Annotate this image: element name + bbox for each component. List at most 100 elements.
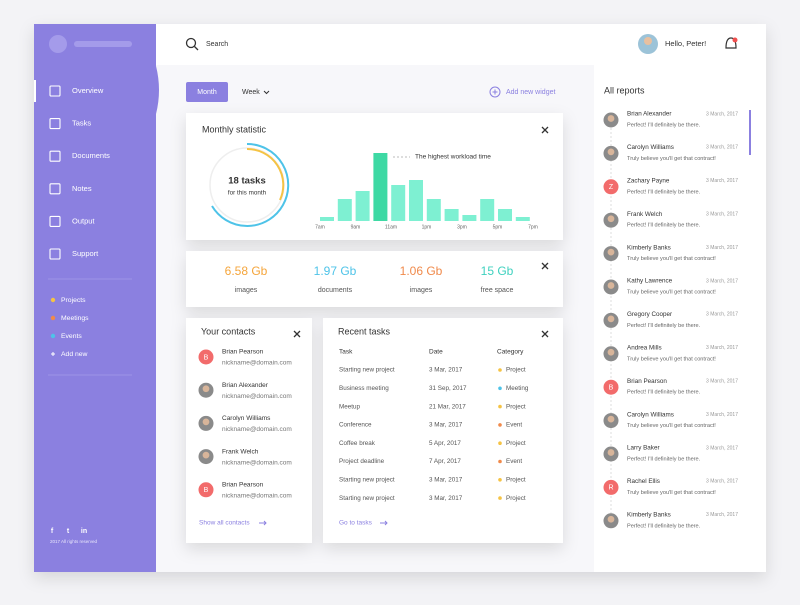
topbar <box>156 24 766 65</box>
report-name: Kimberly Banks <box>627 244 671 251</box>
copyright: 2017 All rights reserved <box>50 539 98 544</box>
search-icon[interactable] <box>185 37 197 49</box>
tab[interactable]: Month <box>197 89 217 96</box>
avatar-initial: R <box>608 485 613 492</box>
tab[interactable]: Week <box>242 89 260 96</box>
close-button[interactable] <box>541 262 549 270</box>
hour-label: 9am <box>351 224 361 230</box>
category-dot <box>498 368 502 372</box>
category-dot <box>498 496 502 500</box>
ring-arc <box>211 142 290 227</box>
add-tag[interactable]: Add new <box>61 351 88 358</box>
panel-title: All reports <box>604 85 645 95</box>
summary-label: for this month <box>228 190 267 197</box>
task-category: Project <box>506 440 526 447</box>
avatar <box>202 451 210 459</box>
brand-placeholder <box>74 41 132 47</box>
link[interactable]: Go to tasks <box>339 520 373 527</box>
avatar-initial: B <box>204 354 209 361</box>
task-category: Meeting <box>506 385 529 392</box>
bar <box>498 209 512 221</box>
avatar <box>607 348 615 356</box>
contact-name: Brian Pearson <box>222 349 264 356</box>
avatar <box>607 115 615 122</box>
report-name: Brian Pearson <box>627 378 667 385</box>
social-link[interactable]: in <box>81 528 87 535</box>
menu-item[interactable]: Overview <box>72 86 104 95</box>
avatar <box>607 415 615 423</box>
add-icon[interactable] <box>489 86 501 98</box>
notification-dot <box>732 37 738 43</box>
task-date: 3 Mar, 2017 <box>429 476 463 483</box>
avatar <box>607 449 615 456</box>
close-button[interactable] <box>541 126 549 134</box>
report-message: Perfect! I'll definitely be there. <box>627 323 701 329</box>
bar <box>426 199 441 221</box>
card-title: Your contacts <box>201 326 256 336</box>
contact-email: nickname@domain.com <box>222 459 292 466</box>
menu-item[interactable]: Documents <box>72 151 110 160</box>
category-dot <box>498 441 502 446</box>
bar <box>391 185 406 221</box>
task-name: Meetup <box>339 403 361 410</box>
task-date: 3 Mar, 2017 <box>429 495 463 502</box>
contact-name: Brian Alexander <box>222 382 269 389</box>
column-header: Date <box>429 349 443 356</box>
report-date: 3 March, 2017 <box>706 111 738 117</box>
search-input[interactable]: Search <box>206 41 228 48</box>
category-dot <box>498 423 502 427</box>
add-widget[interactable]: Add new widget <box>506 89 555 96</box>
add-icon <box>51 352 55 356</box>
report-date: 3 March, 2017 <box>706 345 738 351</box>
storage-label: images <box>235 287 258 294</box>
report-name: Zachary Payne <box>627 177 670 184</box>
tag-dot <box>50 315 56 321</box>
task-date: 31 Sep, 2017 <box>429 385 467 392</box>
report-date: 3 March, 2017 <box>706 379 738 385</box>
menu-item[interactable]: Notes <box>72 184 92 193</box>
avatar <box>607 148 615 156</box>
report-message: Truly believe you'll get that contract! <box>627 156 716 162</box>
column-header: Category <box>497 349 524 356</box>
arrow-icon <box>259 520 267 526</box>
avatar <box>202 385 210 393</box>
social-link[interactable]: t <box>67 528 70 535</box>
tab-active[interactable] <box>186 82 228 102</box>
tag-label[interactable]: Events <box>61 333 82 340</box>
tag-label[interactable]: Projects <box>61 297 86 304</box>
report-message: Perfect! I'll definitely be there. <box>627 223 701 229</box>
bar <box>373 153 388 221</box>
menu-item[interactable]: Tasks <box>72 119 91 128</box>
menu-item[interactable]: Output <box>72 216 95 225</box>
caret <box>263 90 270 95</box>
task-date: 5 Apr, 2017 <box>429 440 461 447</box>
report-name: Carolyn Williams <box>627 144 674 151</box>
hour-label: 7am <box>315 224 325 230</box>
tag-label[interactable]: Meetings <box>61 315 89 322</box>
report-name: Kathy Lawrence <box>627 278 673 285</box>
avatar <box>607 282 615 289</box>
task-name: Starting new project <box>339 367 395 374</box>
bar <box>480 199 495 221</box>
social-link[interactable]: f <box>51 528 54 535</box>
ring-arc <box>246 147 285 201</box>
menu-item[interactable]: Support <box>72 249 99 258</box>
contact-email: nickname@domain.com <box>222 360 292 367</box>
bar <box>462 215 477 221</box>
link[interactable]: Show all contacts <box>199 520 250 527</box>
report-name: Rachel Ellis <box>627 478 660 485</box>
close-button[interactable] <box>293 330 301 338</box>
logo <box>49 35 67 53</box>
report-date: 3 March, 2017 <box>706 445 738 451</box>
hour-label: 3pm <box>457 224 467 230</box>
card-title: Recent tasks <box>338 326 391 336</box>
report-name: Gregory Cooper <box>627 311 672 318</box>
report-message: Perfect! I'll definitely be there. <box>627 390 701 396</box>
tag-dot <box>50 297 56 303</box>
bell-icon[interactable] <box>725 37 737 49</box>
close-button[interactable] <box>541 330 549 338</box>
report-name: Larry Baker <box>627 445 660 452</box>
bar <box>337 199 352 221</box>
report-message: Truly believe you'll get that contract! <box>627 423 716 429</box>
